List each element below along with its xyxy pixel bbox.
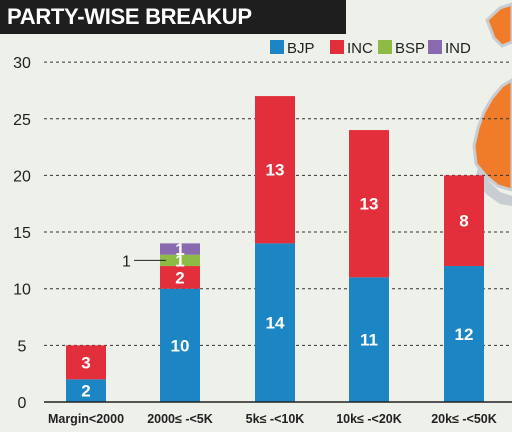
- bars: [66, 96, 484, 402]
- data-label: 8: [459, 212, 468, 231]
- y-tick-label: 0: [18, 395, 27, 412]
- y-tick-label: 30: [13, 55, 31, 72]
- data-label: 2: [81, 382, 90, 401]
- y-tick-label: 10: [13, 282, 31, 299]
- y-tick-label: 20: [13, 168, 31, 185]
- x-tick-label: 20k≤ -<50K: [431, 412, 497, 426]
- data-label: 3: [81, 353, 90, 372]
- x-tick-label: 10k≤ -<20K: [336, 412, 402, 426]
- data-label: 1: [175, 251, 184, 270]
- bar-inc: [349, 130, 389, 278]
- map-region-top: [485, 2, 512, 48]
- bar-inc: [66, 345, 106, 380]
- legend-swatch-bsp: [378, 40, 392, 54]
- bar-inc: [444, 175, 484, 267]
- bar-inc: [255, 96, 295, 244]
- chart-title: PARTY-WISE BREAKUP: [7, 4, 252, 29]
- y-tick-label: 5: [18, 338, 27, 355]
- x-tick-label: Margin<2000: [48, 412, 124, 426]
- data-label: 12: [455, 325, 474, 344]
- legend-label: BJP: [287, 40, 315, 57]
- map-region-main: [472, 78, 512, 192]
- data-label: 13: [360, 195, 379, 214]
- data-label: 11: [360, 331, 378, 350]
- data-label: 14: [266, 314, 285, 333]
- legend-label: BSP: [395, 40, 425, 57]
- data-label: 1: [175, 240, 184, 259]
- data-label: 2: [175, 268, 184, 287]
- y-tick-label: 15: [13, 225, 31, 242]
- map-border-fill: [476, 166, 512, 206]
- legend-label: INC: [347, 40, 373, 57]
- data-label: 10: [171, 336, 190, 355]
- x-tick-label: 5k≤ -<10K: [246, 412, 305, 426]
- data-label: 13: [266, 161, 285, 180]
- x-tick-label: 2000≤ -<5K: [147, 412, 213, 426]
- annotation-label: 1: [122, 253, 131, 270]
- legend: BJP INC BSP IND: [270, 40, 471, 57]
- title-bar: PARTY-WISE BREAKUP: [0, 0, 346, 34]
- map-decoration: [472, 2, 512, 206]
- bar-inc: [160, 266, 200, 289]
- bar-bjp: [255, 243, 295, 402]
- y-tick-label: 25: [13, 112, 31, 129]
- bar-bjp: [160, 288, 200, 402]
- bar-bjp: [349, 277, 389, 402]
- bar-bjp: [66, 379, 106, 402]
- bar-bjp: [444, 266, 484, 402]
- bar-ind: [160, 243, 200, 255]
- bar-bsp: [160, 254, 200, 267]
- legend-label: IND: [445, 40, 471, 57]
- legend-swatch-bjp: [270, 40, 284, 54]
- axes: 0 5 10 15 20 25 30 Margin<2000 2000≤ -<5K 5k≤ -<1…: [13, 55, 512, 426]
- legend-swatch-ind: [428, 40, 442, 54]
- legend-swatch-inc: [330, 40, 344, 54]
